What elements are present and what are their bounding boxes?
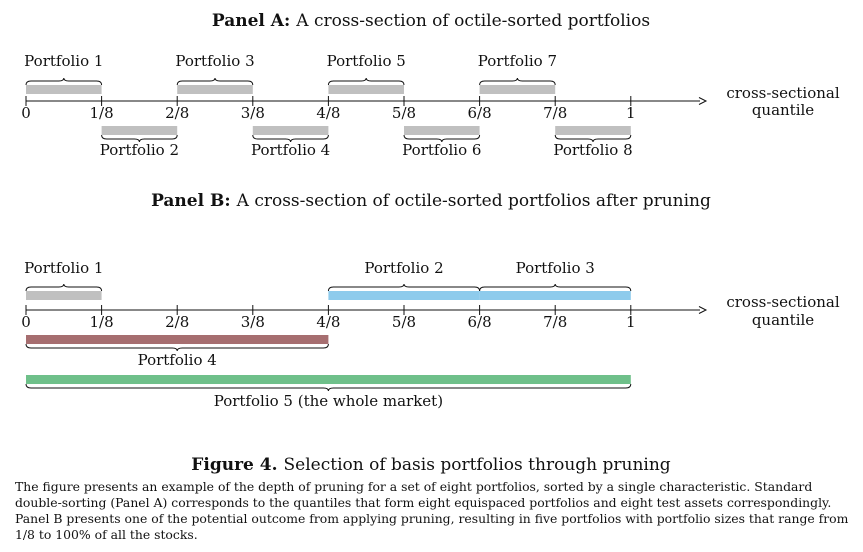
panel_b-portfolio-4-brace: [25, 343, 329, 352]
panel-a-tick-labels: 0 1/8 2/8 3/8 4/8 5/8 6/8 7/8 1: [21, 104, 635, 122]
panel_a-portfolio-3-label: Portfolio 3: [175, 52, 254, 70]
panel_b-tick-label-0: 0: [21, 313, 31, 331]
panel-b-title-bold: Panel B:: [151, 191, 231, 211]
panel_a-tick-label-8: 1: [626, 104, 636, 122]
panel_b-tick-label-3: 3/8: [241, 313, 265, 331]
panel-a-title: Panel A: A cross-section of octile-sorted…: [212, 11, 650, 31]
panel_a-portfolio-5-brace: [327, 77, 405, 86]
panel_a-portfolio-3-bar: [177, 85, 253, 94]
panel_a-tick-label-7: 7/8: [543, 104, 567, 122]
panel_a-tick-label-3: 3/8: [241, 104, 265, 122]
panel_b-portfolio-3-brace: [479, 283, 632, 292]
panel_a-portfolio-4-bar: [252, 126, 329, 135]
panel_a-portfolio-1-brace: [25, 77, 103, 86]
panel-a-ticks: [25, 96, 632, 106]
panel-b-title-text: A cross-section of octile-sorted portfol…: [236, 191, 711, 211]
panel-b-axis: 0 1/8 2/8 3/8 4/8 5/8 6/8 7/8 1 cross-sectional …: [21, 293, 840, 331]
panel-a-portfolios: Portfolio 1 Portfolio 2 Portfolio 3 Portfol…: [24, 52, 632, 159]
panel_a-portfolio-1-label: Portfolio 1: [24, 52, 103, 70]
panel_b-portfolio-1-label: Portfolio 1: [24, 259, 103, 277]
panel_b-portfolio-4-bar: [26, 335, 329, 344]
panel_a-portfolio-5-label: Portfolio 5: [327, 52, 406, 70]
panel_a-portfolio-1-bar: [26, 85, 102, 94]
panel_a-portfolio-5-bar: [328, 85, 404, 94]
panel-a-title-text: A cross-section of octile-sorted portfol…: [295, 11, 650, 31]
figure-title-text: Selection of basis portfolios through pr…: [284, 455, 671, 475]
panel_a-portfolio-8-brace: [554, 134, 632, 143]
panel_a-tick-label-0: 0: [21, 104, 31, 122]
figure-title: Figure 4. Selection of basis portfolios t…: [191, 455, 670, 475]
panel-a-axis-label-line1: cross-sectional: [726, 84, 840, 102]
panel_a-portfolio-2-brace: [101, 134, 178, 143]
panel_a-portfolio-2-bar: [101, 126, 178, 135]
panel_a-tick-label-4: 4/8: [316, 104, 340, 122]
panel_b-tick-label-7: 7/8: [543, 313, 567, 331]
panel_a-tick-label-2: 2/8: [165, 104, 189, 122]
panel_a-tick-label-5: 5/8: [392, 104, 416, 122]
panel_a-portfolio-8-label: Portfolio 8: [553, 141, 632, 159]
panel_b-portfolio-3-bar: [479, 291, 631, 300]
panel_a-portfolio-4-label: Portfolio 4: [251, 141, 330, 159]
panel_b-tick-label-4: 4/8: [316, 313, 340, 331]
panel_b-portfolio-5-label: Portfolio 5 (the whole market): [214, 392, 443, 410]
figure-number: Figure 4.: [191, 455, 277, 475]
panel_b-tick-label-2: 2/8: [165, 313, 189, 331]
panel-b-axis-arrow: [698, 306, 708, 314]
panel_b-tick-label-5: 5/8: [392, 313, 416, 331]
panel-b-tick-labels: 0 1/8 2/8 3/8 4/8 5/8 6/8 7/8 1: [21, 313, 635, 331]
panel-b-axis-label-line1: cross-sectional: [726, 293, 840, 311]
panel_b-portfolio-5-bar: [26, 375, 631, 384]
panel_b-portfolio-4-label: Portfolio 4: [138, 351, 217, 369]
panel_b-tick-label-8: 1: [626, 313, 636, 331]
panel_a-portfolio-6-bar: [404, 126, 480, 135]
panel-b-title: Panel B: A cross-section of octile-sorted…: [151, 191, 711, 211]
panel_b-portfolio-1-bar: [26, 291, 102, 300]
panel-a-title-bold: Panel A:: [212, 11, 290, 31]
panel-b-ticks: [25, 305, 632, 315]
panel-a-axis-label-line2: quantile: [752, 101, 814, 119]
panel_a-portfolio-3-brace: [176, 77, 254, 86]
panel-a-axis: 0 1/8 2/8 3/8 4/8 5/8 6/8 7/8 1 cross-sectional …: [21, 84, 840, 122]
panel_a-portfolio-7-brace: [479, 77, 556, 86]
panel_b-tick-label-6: 6/8: [468, 313, 492, 331]
panel-b-axis-label-line2: quantile: [752, 311, 814, 329]
panel_a-portfolio-6-label: Portfolio 6: [402, 141, 481, 159]
panel_a-portfolio-8-bar: [555, 126, 631, 135]
panel_a-portfolio-7-bar: [479, 85, 556, 94]
panel_a-portfolio-4-brace: [252, 134, 329, 143]
panel_b-portfolio-5-brace: [25, 383, 632, 392]
figure-caption: The figure presents an example of the de…: [15, 479, 849, 542]
panel_b-portfolio-1-brace: [25, 283, 103, 292]
panel_a-portfolio-2-label: Portfolio 2: [100, 141, 179, 159]
panel_a-portfolio-7-label: Portfolio 7: [478, 52, 557, 70]
panel-a-axis-arrow: [698, 97, 708, 105]
panel_b-portfolio-3-label: Portfolio 3: [516, 259, 595, 277]
panel-b-portfolios: Portfolio 1 Portfolio 2 Portfolio 3 Portfol…: [24, 259, 632, 410]
panel_a-tick-label-1: 1/8: [90, 104, 114, 122]
panel_b-tick-label-1: 1/8: [90, 313, 114, 331]
panel_a-tick-label-6: 6/8: [468, 104, 492, 122]
panel_b-portfolio-2-brace: [327, 283, 481, 292]
panel_b-portfolio-2-bar: [328, 291, 480, 300]
panel_b-portfolio-2-label: Portfolio 2: [364, 259, 443, 277]
panel_a-portfolio-6-brace: [403, 134, 481, 143]
